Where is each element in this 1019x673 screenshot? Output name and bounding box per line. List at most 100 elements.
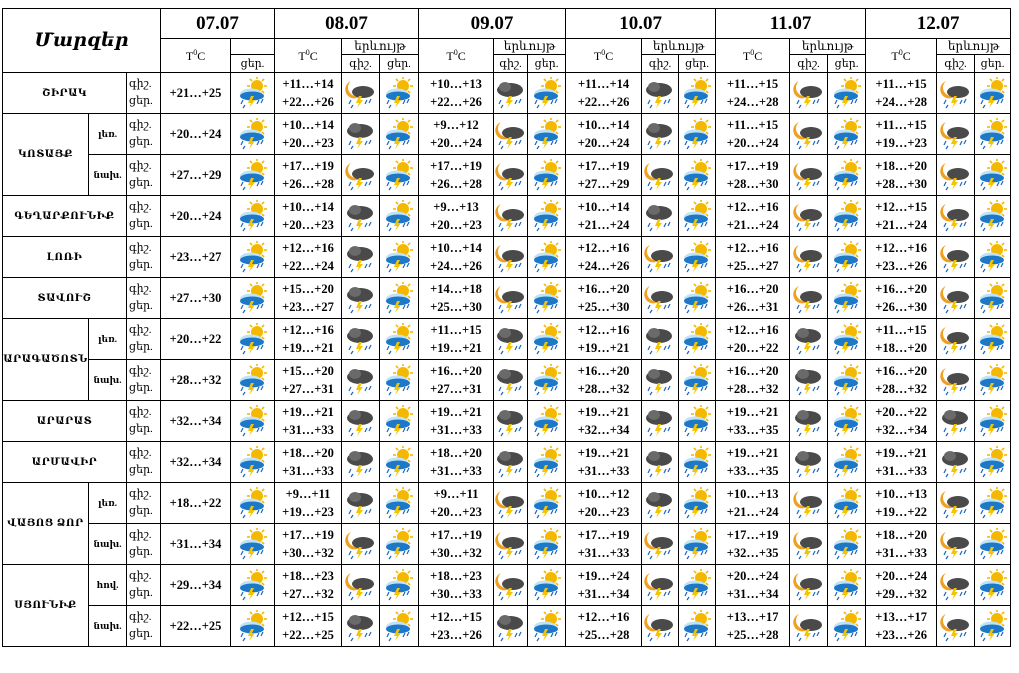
temp-range-cell: +17…+19 +26…+28 (418, 154, 495, 196)
night-temp: +12…+16 (577, 241, 630, 255)
temp-header: T0C (565, 38, 643, 73)
sun-cloud-thunder-rain-icon (829, 487, 865, 519)
night-icon-cell (641, 72, 680, 114)
day-temp: +25…+28 (577, 628, 630, 642)
dark-cloud-thunder-rain-icon (495, 364, 527, 396)
dark-cloud-thunder-rain-icon (495, 323, 527, 355)
moon-cloud-thunder-rain-icon (791, 200, 827, 232)
day-label: ցեր. (129, 464, 153, 476)
sun-cloud-thunder-rain-icon (232, 118, 274, 150)
night-subheader: գիշ. (789, 54, 829, 73)
day-icon-cell (678, 523, 717, 565)
day-icon-cell (974, 236, 1012, 278)
day-temp: +32…+34 (160, 441, 232, 483)
night-temp: +10…+14 (577, 118, 630, 132)
region-row: ՎԱՅՈՑ ՁՈՐ լեռ. գիշ. ցեր. +18…+22 +9…+11 +19…+2… (2, 482, 1012, 565)
night-temp: +12…+16 (726, 200, 779, 214)
sun-cloud-thunder-rain-icon (232, 77, 274, 109)
night-subheader: գիշ. (641, 54, 680, 73)
day-temp: +28…+32 (160, 359, 232, 401)
sun-cloud-thunder-rain-icon (381, 159, 418, 191)
day-icon-cell (827, 400, 867, 442)
sun-cloud-thunder-rain-icon (232, 200, 274, 232)
night-temp: +11…+15 (875, 323, 927, 337)
day-icon-cell (527, 195, 567, 237)
dark-cloud-thunder-rain-icon (495, 405, 527, 437)
temp-range-cell: +12…+16 +19…+21 (274, 318, 343, 360)
weather-icon-cell (230, 277, 276, 319)
day-temp: +28…+32 (875, 382, 927, 396)
night-icon-cell (493, 154, 529, 196)
day-temp: +25…+27 (726, 259, 779, 273)
moon-cloud-thunder-rain-icon (343, 159, 379, 191)
temp-header: T0C (274, 38, 343, 73)
temp-range-cell: +19…+21 +31…+33 (565, 441, 643, 483)
dark-cloud-thunder-rain-icon (343, 323, 379, 355)
night-icon-cell (789, 605, 829, 647)
night-icon-cell (493, 318, 529, 360)
sun-cloud-thunder-rain-icon (680, 200, 715, 232)
night-temp: +11…+14 (578, 77, 630, 91)
day-icon-cell (527, 523, 567, 565)
night-icon-cell (493, 482, 529, 524)
region-name: ՏԱՎՈՒՇ (2, 277, 127, 319)
sun-cloud-thunder-rain-icon (232, 364, 274, 396)
dark-cloud-thunder-rain-icon (791, 364, 827, 396)
day-temp: +30…+33 (430, 587, 482, 601)
night-temp: +9…+11 (285, 487, 331, 501)
day-icon-cell (527, 277, 567, 319)
night-icon-cell (341, 564, 381, 606)
region-name: ԱՐԱԳԱԾՈՏՆ (2, 318, 89, 401)
dark-cloud-thunder-rain-icon (343, 241, 379, 273)
day-icon-cell (527, 400, 567, 442)
temp-range-cell: +17…+19 +28…+30 (715, 154, 791, 196)
day-subheader: ցեր. (974, 54, 1012, 73)
region-name: ԳԵՂԱՐՔՈՒՆԻՔ (2, 195, 127, 237)
temp-range-cell: +11…+15 +24…+28 (715, 72, 791, 114)
temp-label: T (742, 48, 751, 63)
degree-mark: 0 (453, 47, 458, 57)
temp-range-cell: +19…+21 +31…+33 (274, 400, 343, 442)
day-icon-cell (678, 277, 717, 319)
night-icon-cell (341, 318, 381, 360)
day-temp: +22…+25 (160, 605, 232, 647)
temp-range-cell: +16…+20 +28…+32 (865, 359, 938, 401)
dark-cloud-thunder-rain-icon (643, 200, 678, 232)
degree-mark: 0 (601, 47, 606, 57)
night-temp: +17…+19 (577, 528, 630, 542)
moon-cloud-thunder-rain-icon (643, 569, 678, 601)
night-temp: +18…+20 (282, 446, 334, 460)
region-name: ԼՈՌԻ (2, 236, 127, 278)
moon-cloud-thunder-rain-icon (791, 118, 827, 150)
day-icon-cell (974, 113, 1012, 155)
sun-cloud-thunder-rain-icon (529, 364, 565, 396)
night-temp: +12…+16 (577, 610, 630, 624)
day-temp: +33…+35 (726, 423, 779, 437)
sun-cloud-thunder-rain-icon (232, 241, 274, 273)
temp-range-cell: +18…+23 +30…+33 (418, 564, 495, 606)
moon-cloud-thunder-rain-icon (494, 159, 527, 191)
night-temp: +18…+20 (875, 159, 927, 173)
night-temp: +12…+15 (282, 610, 334, 624)
degree-mark: 0 (193, 47, 198, 57)
night-subheader: գիշ. (341, 54, 381, 73)
date-header: 12.07 (865, 8, 1012, 39)
sun-cloud-thunder-rain-icon (976, 446, 1010, 478)
night-icon-cell (641, 359, 680, 401)
sun-cloud-thunder-rain-icon (232, 528, 274, 560)
day-temp: +32…+34 (577, 423, 630, 437)
moon-cloud-thunder-rain-icon (343, 528, 379, 560)
night-icon-cell (493, 523, 529, 565)
day-temp: +20…+23 (577, 505, 630, 519)
night-label: գիշ. (129, 283, 152, 295)
degree-mark: 0 (898, 47, 903, 57)
night-temp: +11…+15 (875, 77, 927, 91)
temp-range-cell: +12…+16 +25…+28 (565, 605, 643, 647)
sun-cloud-thunder-rain-icon (381, 528, 418, 560)
day-temp: +24…+26 (430, 259, 482, 273)
day-icon-cell (379, 195, 420, 237)
sun-cloud-thunder-rain-icon (381, 487, 418, 519)
temp-range-cell: +16…+20 +27…+31 (418, 359, 495, 401)
weather-icon-cell (230, 523, 276, 565)
night-day-labels: գիշ. ցեր. (125, 72, 162, 114)
